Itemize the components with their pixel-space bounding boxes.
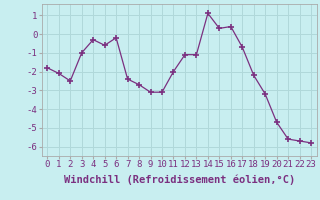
X-axis label: Windchill (Refroidissement éolien,°C): Windchill (Refroidissement éolien,°C) (64, 175, 295, 185)
